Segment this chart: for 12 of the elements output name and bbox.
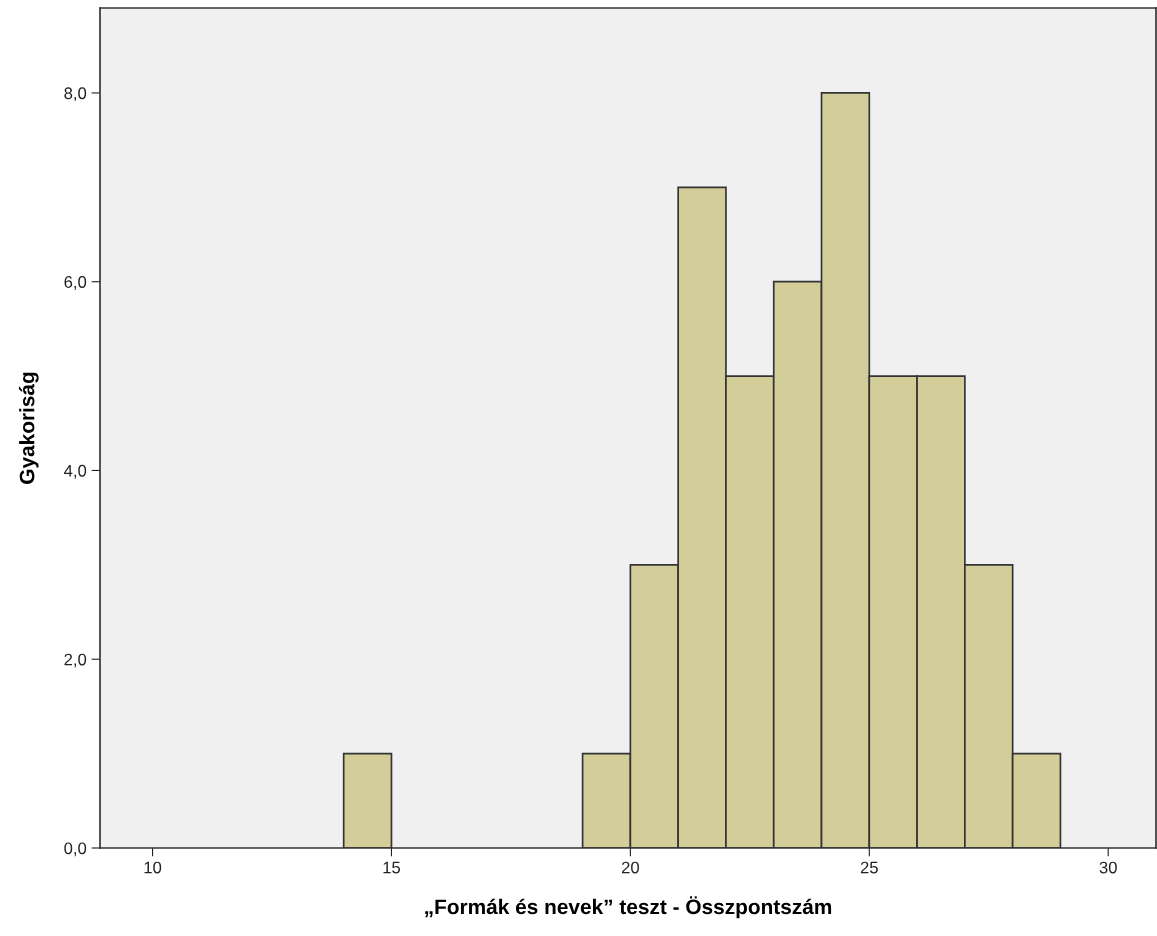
x-tick-label: 10 (144, 861, 162, 874)
x-tick-label: 15 (383, 861, 401, 874)
y-tick-label: 0,0 (64, 842, 87, 857)
x-tick-label: 20 (621, 861, 640, 874)
y-tick-label: 8,0 (64, 87, 87, 102)
y-tick-label: 2,0 (64, 653, 87, 668)
y-axis-title: Gyakoriság (18, 372, 39, 484)
x-tick-label: 30 (1099, 861, 1117, 874)
x-axis-title: „Formák és nevek” teszt - Összpontszám (425, 896, 832, 919)
y-tick-label: 6,0 (64, 276, 87, 290)
x-tick-label: 25 (860, 861, 878, 874)
y-tick-label: 4,0 (64, 464, 87, 479)
